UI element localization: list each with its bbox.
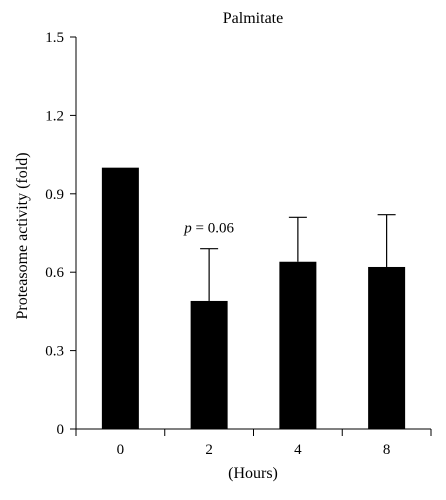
y-tick-label: 0.6: [45, 265, 64, 281]
p-value-annotation: p = 0.06: [183, 221, 234, 237]
error-bars: [200, 214, 396, 301]
x-tick-label: 8: [383, 442, 391, 458]
y-tick-label: 1.2: [45, 108, 64, 124]
bar: [190, 300, 228, 429]
y-tick-label: 0: [57, 422, 65, 438]
bar: [368, 266, 406, 429]
y-tick-label: 0.3: [45, 344, 64, 360]
y-tick-label: 1.5: [45, 30, 64, 46]
y-axis: 0 0.3 0.6 0.9 1.2 1.5: [45, 30, 77, 438]
y-axis-label: Proteasome activity (fold): [14, 152, 31, 319]
y-tick-label: 0.9: [45, 187, 64, 203]
x-tick-label: 4: [294, 442, 302, 458]
x-axis: 0 2 4 8: [75, 428, 432, 458]
p-value-text: = 0.06: [192, 221, 235, 237]
chart-title: Palmitate: [223, 10, 283, 27]
annotations: p = 0.06: [183, 221, 234, 237]
bars: [101, 167, 406, 429]
bar: [279, 261, 317, 429]
x-tick-label: 2: [205, 442, 213, 458]
p-symbol: p: [183, 221, 192, 237]
x-tick-label: 0: [117, 442, 125, 458]
x-axis-label: (Hours): [228, 465, 278, 482]
bar: [101, 167, 139, 429]
